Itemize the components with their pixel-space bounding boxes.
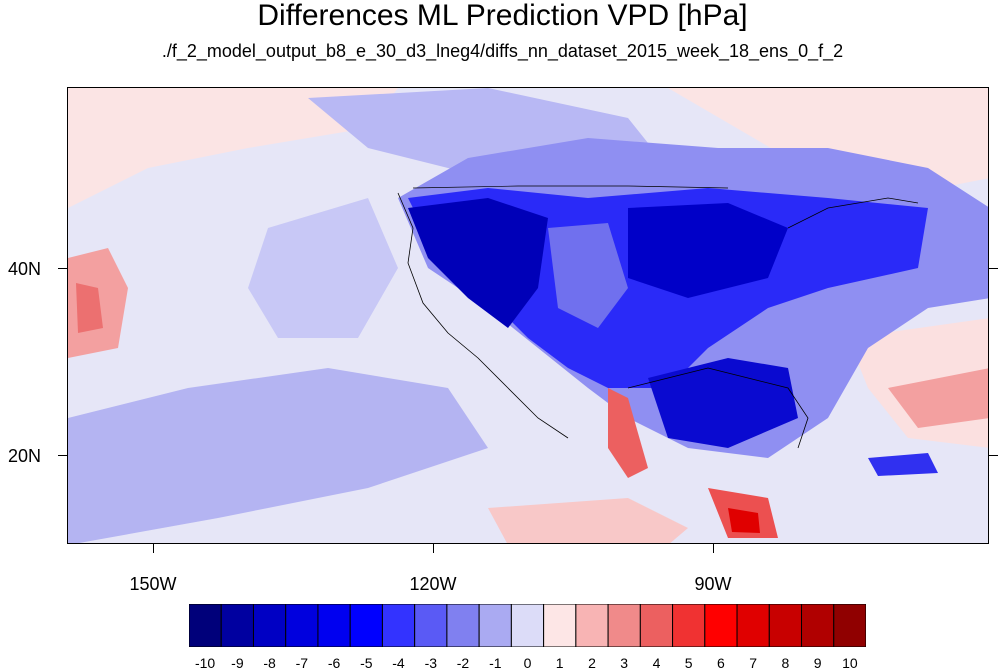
colorbar-label: 7 [749, 655, 758, 671]
map-title: Differences ML Prediction VPD [hPa] [257, 0, 748, 32]
border-canada [412, 185, 729, 189]
negative-region-interior [548, 223, 628, 328]
colorbar-label: -8 [263, 655, 276, 671]
colorbar-label: 0 [523, 655, 532, 671]
lat-tick-20n [58, 455, 67, 456]
lat-label-40n: 40N [8, 259, 42, 279]
colorbar-box [510, 604, 545, 647]
colorbar-label: -7 [295, 655, 309, 671]
negative-band-pacific-mid [248, 198, 398, 338]
colorbar-label: -2 [456, 655, 470, 671]
lon-label-120w: 120W [409, 574, 457, 594]
colorbar-box [285, 604, 319, 647]
colorbar-label: -6 [327, 655, 341, 671]
lon-tick-120w [433, 544, 434, 553]
negative-band-pacific-south [68, 368, 488, 543]
positive-region-atlantic-core [888, 368, 988, 428]
colorbar-box [189, 604, 222, 647]
colorbar-box [672, 604, 706, 647]
colorbar-label: -3 [424, 655, 438, 671]
lon-label-150w: 150W [129, 574, 177, 594]
colorbar-box [639, 604, 674, 647]
colorbar-box [478, 604, 512, 647]
negative-region-gulf [648, 358, 798, 448]
colorbar-label: -4 [392, 655, 405, 671]
lat-label-20n: 20N [8, 446, 42, 466]
positive-region-pacific-south [488, 498, 688, 543]
lon-tick-150w [153, 544, 154, 553]
positive-region-mexico [608, 388, 648, 478]
negative-region-central-core [628, 203, 788, 298]
colorbar-box [607, 604, 641, 647]
colorbar-box [704, 604, 738, 647]
colorbar-label: 10 [842, 655, 858, 671]
colorbar-box [252, 604, 287, 647]
colorbar-box [349, 604, 383, 647]
colorbar-label: 1 [555, 655, 564, 671]
colorbar-label: 6 [716, 655, 725, 671]
positive-region-northwest [68, 88, 398, 208]
colorbar-box [220, 604, 254, 647]
lon-label-90w: 90W [694, 574, 732, 594]
map-panel [67, 87, 989, 544]
colorbar-box [381, 604, 416, 647]
positive-core-central-america [728, 508, 760, 533]
negative-region-west-core [408, 198, 548, 328]
colorbar-box [446, 604, 480, 647]
colorbar-box [833, 604, 866, 647]
colorbar-box [768, 604, 803, 647]
colorbar-box [575, 604, 609, 647]
lat-tick-40n-right [989, 268, 998, 269]
lat-tick-40n [58, 268, 67, 269]
positive-core-far-west [76, 283, 103, 333]
colorbar-label: -5 [360, 655, 373, 671]
colorbar-label: -10 [194, 655, 216, 671]
colorbar-box [414, 604, 448, 647]
lon-tick-90w [713, 544, 714, 553]
colorbar-label: 9 [813, 655, 822, 671]
colorbar-box [317, 604, 351, 647]
negative-region-caribbean [868, 453, 938, 476]
lat-tick-20n-right [989, 455, 998, 456]
colorbar-label: 3 [620, 655, 629, 671]
colorbar-label: 2 [588, 655, 596, 671]
colorbar-label: -9 [231, 655, 244, 671]
coastline-pacific [397, 192, 569, 439]
coastline-great-lakes [787, 197, 919, 229]
map-subtitle: ./f_2_model_output_b8_e_30_d3_lneg4/diff… [161, 41, 844, 61]
map-field [68, 88, 988, 543]
colorbar-label: 5 [684, 655, 693, 671]
colorbar-box [801, 604, 835, 647]
colorbar-label: 4 [652, 655, 661, 671]
colorbar-label: 8 [781, 655, 790, 671]
colorbar-label: -1 [489, 655, 502, 671]
coastline-gulf [627, 367, 809, 449]
colorbar-box [736, 604, 770, 647]
colorbar [189, 604, 866, 647]
colorbar-box [543, 604, 577, 647]
